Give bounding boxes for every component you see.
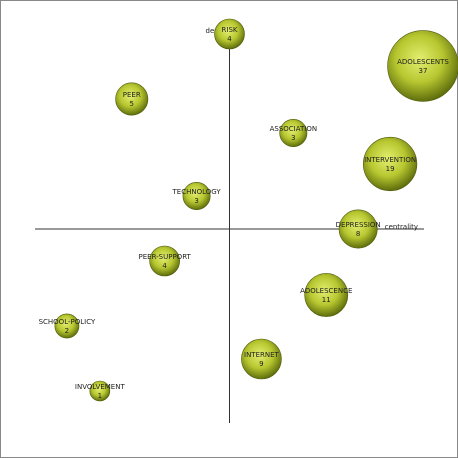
bubble [149,245,180,277]
bubble-label: RISK [222,26,238,34]
bubble-label: DEPRESSION [336,221,381,229]
bubble-size: 4 [162,262,167,270]
bubble [214,18,245,50]
bubble [115,82,149,116]
bubble [387,30,458,102]
bubble [241,338,282,380]
bubble-size: 37 [419,67,428,75]
bubble-size: 3 [291,134,295,142]
bubble-label: SCHOOL-POLICY [39,318,96,326]
bubble-label: ASSOCIATION [270,125,317,133]
bubble-label: INTERNET [244,351,280,359]
bubble [338,209,378,249]
bubble-label: TECHNOLOGY [172,188,222,196]
bubble-size: 2 [65,327,69,335]
bubble [362,136,418,192]
bubble-label: ADOLESCENTS [397,58,449,66]
bubble [279,119,308,147]
bubble-size: 3 [194,197,198,205]
bubble [304,273,349,317]
bubble-size: 1 [98,392,102,400]
bubble-size: 8 [356,230,360,238]
bubble-size: 5 [130,100,134,108]
bubble [182,182,211,210]
x-axis-label: centrality [385,223,418,231]
bubble-size: 19 [386,165,395,173]
bubble-label: ADOLESCENCE [300,287,352,295]
bubble [54,313,80,339]
bubble [89,380,111,402]
bubble-label: INTERVENTION [364,156,416,164]
bubble-label: INVOLVEMENT [75,383,126,391]
bubble-label: PEER [123,91,141,99]
bubble-size: 11 [322,296,331,304]
bubble-size: 4 [227,35,232,43]
bubble-label: PEER-SUPPORT [139,253,192,261]
bubble-size: 9 [259,360,263,368]
